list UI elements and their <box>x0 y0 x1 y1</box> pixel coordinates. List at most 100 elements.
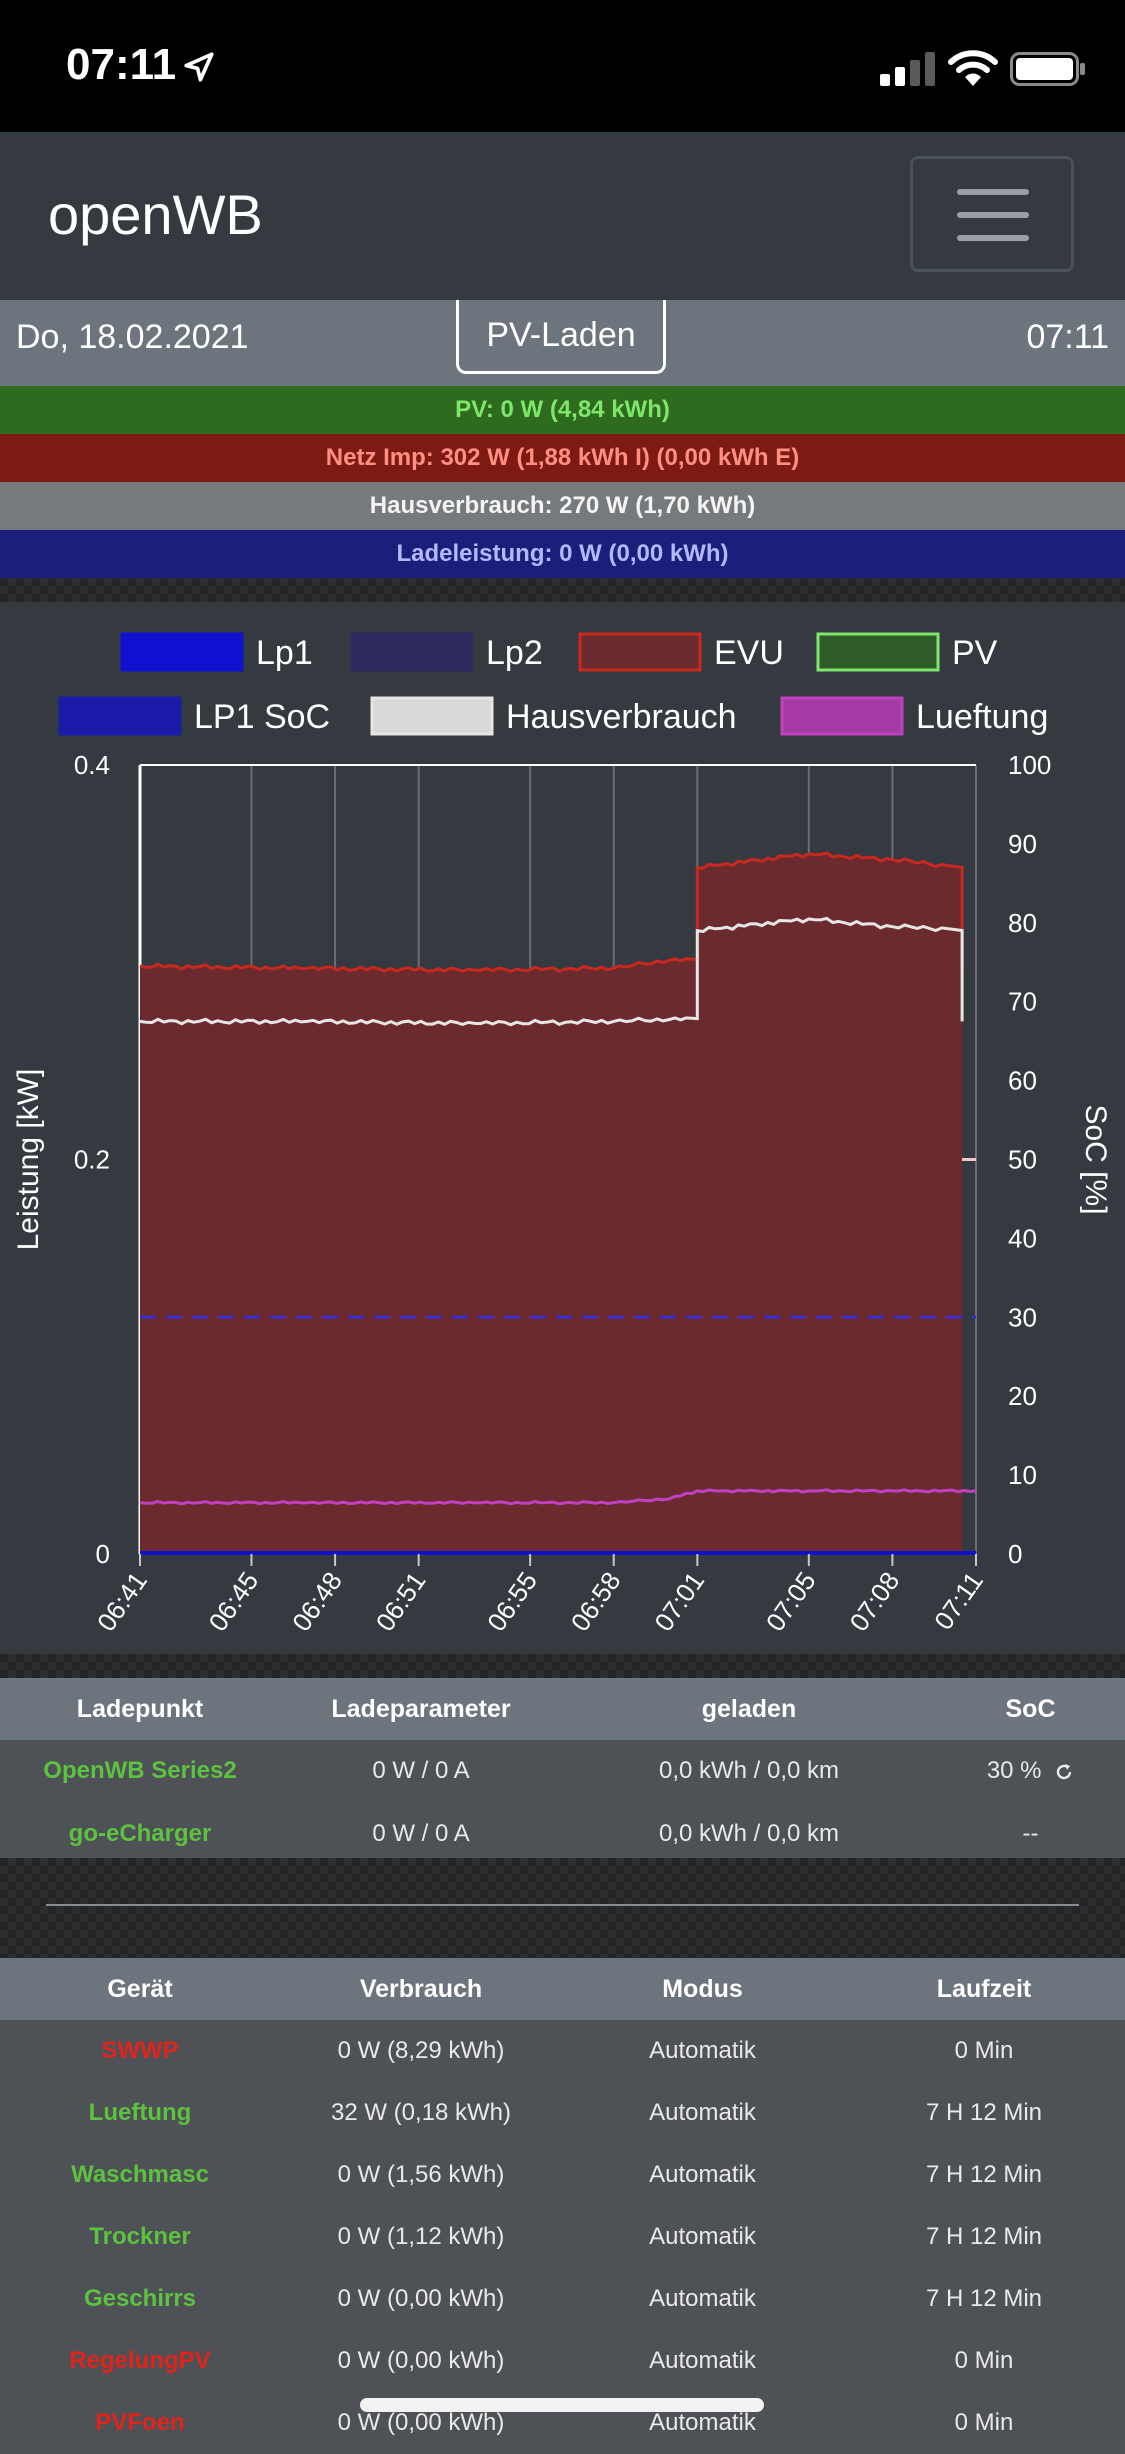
table-row: Trockner 0 W (1,12 kWh) Automatik 7 H 12 Mi… <box>0 2206 1125 2268</box>
series-line-evu <box>139 851 964 974</box>
home-indicator[interactable] <box>360 2398 764 2412</box>
charge-point-name[interactable]: OpenWB Series2 <box>0 1740 280 1802</box>
device-runtime: 0 Min <box>843 2020 1125 2082</box>
device-consumption: 0 W (1,12 kWh) <box>280 2206 562 2268</box>
hamburger-icon-bar <box>957 235 1029 241</box>
refresh-icon[interactable] <box>1054 1762 1074 1782</box>
header-verbrauch: Verbrauch <box>280 1958 562 2020</box>
carbon-divider <box>0 578 1125 602</box>
menu-toggle-button[interactable] <box>910 156 1074 272</box>
device-name[interactable]: Waschmasc <box>0 2144 280 2206</box>
table-row: Lueftung 32 W (0,18 kWh) Automatik 7 H 12 M… <box>0 2082 1125 2144</box>
table-header-row: Gerät Verbrauch Modus Laufzeit <box>0 1958 1125 2020</box>
device-name[interactable]: RegelungPV <box>0 2330 280 2392</box>
y-right-tick: 50 <box>1008 1145 1037 1175</box>
status-bar: 07:11 <box>0 0 1125 132</box>
x-tick-label: 07:01 <box>648 1566 710 1637</box>
y-right-tick: 70 <box>1008 987 1037 1017</box>
device-name[interactable]: Geschirrs <box>0 2268 280 2330</box>
house-consumption-bar: Hausverbrauch: 270 W (1,70 kWh) <box>0 482 1125 530</box>
series-area-evu <box>140 852 963 1554</box>
header-laufzeit: Laufzeit <box>843 1958 1125 2020</box>
y-right-tick: 60 <box>1008 1066 1037 1096</box>
charge-point-charged: 0,0 kWh / 0,0 km <box>562 1740 936 1802</box>
charge-mode-button[interactable]: PV-Laden <box>456 300 666 374</box>
legend-label-lp2: Lp2 <box>486 634 543 672</box>
legend-swatch-lueftung <box>780 696 904 736</box>
header-ladeparameter: Ladeparameter <box>280 1678 562 1740</box>
y-right-tick: 0 <box>1008 1539 1022 1569</box>
charge-point-soc: -- <box>936 1802 1125 1866</box>
device-runtime: 7 H 12 Min <box>843 2144 1125 2206</box>
device-mode: Automatik <box>562 2206 843 2268</box>
charging-power-bar: Ladeleistung: 0 W (0,00 kWh) <box>0 530 1125 578</box>
carbon-divider <box>0 1858 1125 1958</box>
battery-icon <box>1010 52 1085 86</box>
y-right-tick: 100 <box>1008 750 1051 780</box>
x-tick-label: 06:48 <box>286 1566 348 1637</box>
legend-label-pv: PV <box>952 634 998 672</box>
device-mode: Automatik <box>562 2268 843 2330</box>
y-right-tick: 10 <box>1008 1460 1037 1490</box>
brand-title[interactable]: openWB <box>48 183 263 246</box>
legend-swatch-lp2 <box>350 632 474 672</box>
table-row: RegelungPV 0 W (0,00 kWh) Automatik 0 Min <box>0 2330 1125 2392</box>
header-ladepunkt: Ladepunkt <box>0 1678 280 1740</box>
x-tick-label: 06:58 <box>565 1566 627 1637</box>
x-tick-label: 07:08 <box>843 1566 905 1637</box>
x-tick-label: 06:41 <box>91 1566 153 1637</box>
device-mode: Automatik <box>562 2330 843 2392</box>
x-tick-label: 06:51 <box>370 1566 432 1637</box>
charge-point-charged: 0,0 kWh / 0,0 km <box>562 1802 936 1866</box>
device-consumption: 0 W (0,00 kWh) <box>280 2268 562 2330</box>
legend-swatch-lp1_soc <box>58 696 182 736</box>
x-tick-label: 06:55 <box>481 1566 543 1637</box>
hamburger-icon-bar <box>957 212 1029 218</box>
divider-line <box>46 1904 1079 1906</box>
y-right-tick: 40 <box>1008 1223 1037 1253</box>
device-name[interactable]: Trockner <box>0 2206 280 2268</box>
device-name[interactable]: SWWP <box>0 2020 280 2082</box>
device-mode: Automatik <box>562 2144 843 2206</box>
y-right-tick: 30 <box>1008 1302 1037 1332</box>
soc-value: 30 % <box>986 1757 1042 1784</box>
x-tick-label: 07:05 <box>760 1566 822 1637</box>
x-tick-label: 06:45 <box>202 1566 264 1637</box>
charge-point-table: Ladepunkt Ladeparameter geladen SoC Open… <box>0 1678 1125 1866</box>
legend-label-lueftung: Lueftung <box>916 698 1048 736</box>
device-name[interactable]: Lueftung <box>0 2082 280 2144</box>
x-tick-label: 07:11 <box>928 1566 989 1635</box>
device-runtime: 7 H 12 Min <box>843 2268 1125 2330</box>
device-runtime: 7 H 12 Min <box>843 2082 1125 2144</box>
charge-point-param: 0 W / 0 A <box>280 1802 562 1866</box>
pv-info-bar: PV: 0 W (4,84 kWh) <box>0 386 1125 434</box>
series-line-haus <box>139 916 964 1027</box>
date-bar: Do, 18.02.2021 PV-Laden 07:11 <box>0 300 1125 386</box>
table-row: Waschmasc 0 W (1,56 kWh) Automatik 7 H 12 M… <box>0 2144 1125 2206</box>
device-consumption: 0 W (0,00 kWh) <box>280 2330 562 2392</box>
table-row: go-eCharger 0 W / 0 A 0,0 kWh / 0,0 km -… <box>0 1802 1125 1866</box>
device-runtime: 7 H 12 Min <box>843 2206 1125 2268</box>
charge-point-soc[interactable]: 30 % <box>936 1740 1125 1802</box>
legend-swatch-lp1 <box>120 632 244 672</box>
legend-swatch-pv <box>816 632 940 672</box>
device-name[interactable]: PVFoen <box>0 2392 280 2454</box>
header-geladen: geladen <box>562 1678 936 1740</box>
status-time: 07:11 <box>66 40 177 89</box>
legend-label-haus: Hausverbrauch <box>506 698 737 736</box>
header-soc: SoC <box>936 1678 1125 1740</box>
y-left-axis-label: Leistung [kW] <box>12 1069 45 1251</box>
device-mode: Automatik <box>562 2020 843 2082</box>
grid-info-bar: Netz Imp: 302 W (1,88 kWh I) (0,00 kWh E… <box>0 434 1125 482</box>
legend-label-lp1: Lp1 <box>256 634 313 672</box>
table-row: SWWP 0 W (8,29 kWh) Automatik 0 Min <box>0 2020 1125 2082</box>
clock-text: 07:11 <box>1026 318 1109 356</box>
charge-point-name[interactable]: go-eCharger <box>0 1802 280 1866</box>
legend-label-evu: EVU <box>714 634 784 672</box>
location-arrow-icon <box>184 52 214 82</box>
y-right-axis-label: SoC [%] <box>1079 1104 1112 1214</box>
legend-swatch-haus <box>370 696 494 736</box>
navbar: openWB <box>0 132 1125 300</box>
device-runtime: 0 Min <box>843 2330 1125 2392</box>
chart-legend: Lp1 Lp2 EVU PV LP1 SoC Hausverbrauch Lueftung <box>58 632 1048 736</box>
